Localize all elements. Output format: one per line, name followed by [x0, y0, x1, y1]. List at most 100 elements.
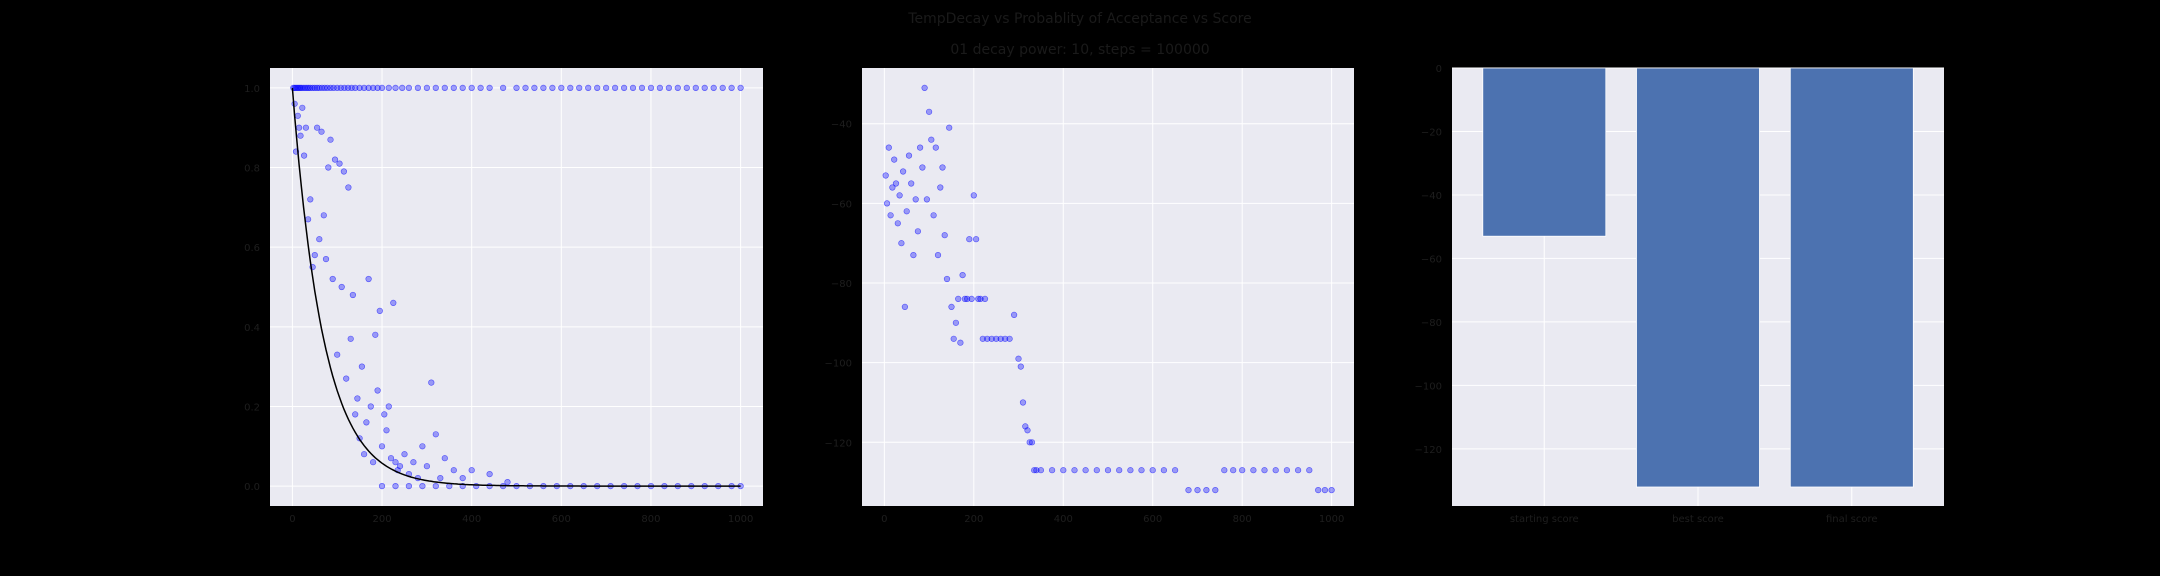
score-data-point [883, 200, 891, 207]
probability-data-point [316, 236, 323, 243]
probability-data-point [414, 84, 422, 91]
bar-best-score [1636, 67, 1760, 488]
score-data-point [979, 335, 986, 342]
probability-data-point [674, 84, 681, 91]
scores-y-tick-label: −60 [1421, 254, 1442, 265]
score-data-point [1006, 335, 1013, 342]
probability-y-tick-label: 0.8 [244, 164, 260, 175]
probability-data-point [737, 84, 744, 91]
probability-data-point [322, 256, 330, 263]
score-data-point [1212, 487, 1219, 494]
score-data-point [997, 335, 1004, 342]
score-data-point [1093, 467, 1100, 474]
score-data-point [975, 295, 982, 303]
score-data-point [963, 295, 971, 303]
score-data-point [1194, 487, 1201, 494]
score-data-point [1272, 467, 1279, 474]
probability-data-point [602, 84, 610, 91]
score-data-point [1261, 467, 1268, 474]
score-data-point [1015, 355, 1022, 362]
probability-data-point [500, 84, 507, 91]
probability-data-point [370, 84, 377, 91]
probability-data-point [320, 212, 327, 219]
probability-data-point [336, 160, 343, 167]
probability-data-point [329, 275, 336, 283]
probability-data-point [459, 475, 466, 482]
score-data-point [1071, 467, 1078, 474]
probability-data-point [594, 84, 601, 91]
probability-data-point [441, 455, 448, 462]
probability-data-point [392, 483, 399, 490]
probability-data-point [372, 331, 379, 338]
probability-data-point [358, 363, 366, 370]
probability-data-point [365, 275, 372, 283]
score-data-point [1239, 467, 1246, 474]
probability-data-point [432, 84, 439, 91]
probability-data-point [325, 164, 332, 171]
probability-data-point [540, 84, 547, 91]
probability-data-point [486, 471, 493, 478]
probability-data-point [392, 84, 399, 91]
probability-scatter-panel: 0 200 400 600 800 1000 0.0 0.2 0.4 0.6 0.8 1.0 [244, 68, 763, 525]
probability-data-point [665, 84, 673, 91]
score-data-point [891, 156, 898, 163]
probability-data-point [365, 84, 372, 91]
score-data-point [925, 108, 933, 115]
probability-data-point [522, 84, 529, 91]
probability-plot-area [270, 68, 763, 506]
probability-data-point [291, 100, 298, 107]
score-y-tick-label: −100 [825, 359, 852, 370]
probability-data-point [352, 411, 359, 418]
probability-data-point [340, 168, 348, 175]
probability-data-point [432, 431, 439, 438]
probability-data-point [354, 395, 361, 402]
score-data-point [941, 232, 948, 239]
probability-data-point [473, 483, 480, 490]
score-data-point [1250, 467, 1257, 474]
probability-x-tick-label: 1000 [728, 514, 753, 525]
probability-decay-curve [291, 87, 741, 487]
probability-data-point [294, 112, 301, 119]
probability-data-point [296, 124, 303, 131]
score-x-tick-label: 400 [1054, 514, 1073, 525]
probability-data-point [656, 84, 664, 91]
probability-data-point [338, 283, 345, 291]
probability-data-point [331, 156, 339, 163]
score-data-point [946, 124, 953, 131]
probability-data-point [311, 84, 318, 91]
score-data-point [899, 168, 907, 175]
probability-data-point [450, 467, 457, 474]
score-data-point [1203, 487, 1210, 494]
probability-data-point [423, 84, 431, 91]
scores-y-tick-label: −120 [1415, 445, 1442, 456]
score-data-point [928, 136, 935, 143]
probability-data-point [314, 84, 321, 91]
score-data-point [919, 164, 926, 171]
probability-data-point [341, 84, 348, 91]
probability-x-tick-label: 400 [462, 514, 481, 525]
probability-data-point [370, 459, 377, 466]
score-x-tick-label: 600 [1143, 514, 1162, 525]
score-data-point [1017, 363, 1024, 370]
score-data-point [894, 220, 901, 227]
score-data-point [1171, 467, 1179, 474]
scores-y-tick-label: −20 [1421, 127, 1442, 138]
scores-y-tick-label: −100 [1415, 381, 1442, 392]
probability-data-point [309, 84, 316, 91]
probability-data-point [356, 84, 363, 91]
probability-data-point [378, 84, 386, 91]
probability-data-point [611, 84, 619, 91]
probability-data-point [401, 451, 408, 458]
score-data-point [1221, 467, 1228, 474]
probability-data-point [692, 84, 699, 91]
score-data-point [937, 184, 944, 191]
probability-data-point [468, 84, 475, 91]
probability-data-point [432, 483, 439, 490]
scores-x-tick-label: best score [1672, 514, 1724, 525]
probability-data-point [405, 483, 413, 490]
score-data-point [1104, 467, 1112, 474]
probability-data-point [419, 483, 426, 490]
probability-y-tick-label: 0.4 [244, 323, 260, 334]
figure-subtitle: 01 decay power: 10, steps = 100000 [950, 42, 1209, 58]
probability-data-point [307, 196, 314, 203]
